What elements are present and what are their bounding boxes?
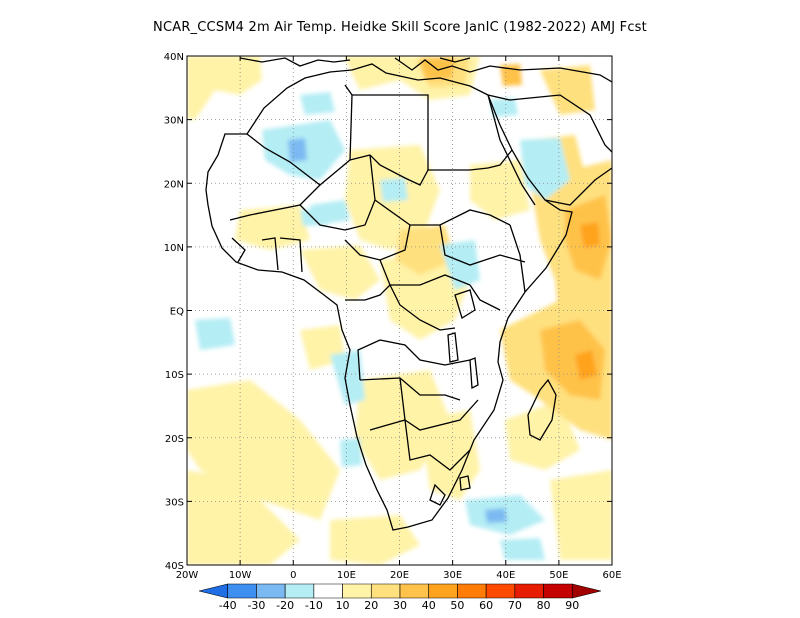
x-tick-label: 10W <box>229 570 252 581</box>
x-tick-label: 40E <box>496 570 515 581</box>
colorbar-level-label: 90 <box>565 599 579 612</box>
y-tick-label: 10N <box>164 243 184 254</box>
colorbar-swatch <box>543 583 573 599</box>
x-tick-label: 30E <box>443 570 462 581</box>
colorbar-swatch <box>313 583 343 599</box>
colorbar-swatch <box>514 583 544 599</box>
colorbar-level-label: -10 <box>305 599 323 612</box>
x-tick-label: 60E <box>602 570 621 581</box>
colorbar-level-label: 30 <box>393 599 407 612</box>
colorbar-swatch <box>485 583 516 599</box>
colorbar-level-label: 20 <box>364 599 378 612</box>
skill-shading <box>187 56 612 565</box>
colorbar-swatch <box>227 583 257 599</box>
y-tick-label: 30N <box>164 116 184 127</box>
y-tick-label: EQ <box>170 307 184 318</box>
x-tick-label: 10E <box>337 570 356 581</box>
coastlines-and-borders <box>205 57 612 531</box>
colorbar-swatch <box>284 583 315 599</box>
x-tick-label: 20W <box>176 570 199 581</box>
colorbar-labels: -40 -30 -20 -10 10 20 30 40 50 60 70 80 90 <box>219 599 580 612</box>
colorbar-swatch <box>198 583 229 599</box>
colorbar-swatch <box>370 583 401 599</box>
colorbar-level-label: 40 <box>422 599 436 612</box>
map-grid <box>187 56 612 565</box>
colorbar-level-label: 80 <box>537 599 551 612</box>
x-tick-label: 20E <box>390 570 409 581</box>
y-axis-labels: 40N 30N 20N 10N EQ 10S 20S 30S 40S <box>164 52 184 572</box>
x-tick-label: 0 <box>290 570 296 581</box>
chart-title: NCAR_CCSM4 2m Air Temp. Heidke Skill Sco… <box>153 20 647 35</box>
colorbar-swatch <box>256 583 286 599</box>
x-axis-labels: 20W 10W 0 10E 20E 30E 40E 50E 60E <box>176 570 622 581</box>
colorbar-swatch <box>399 583 430 599</box>
y-tick-label: 40S <box>165 561 184 572</box>
colorbar <box>198 583 602 599</box>
y-tick-label: 20N <box>164 179 184 190</box>
colorbar-swatch <box>428 583 458 599</box>
colorbar-level-label: -30 <box>247 599 265 612</box>
colorbar-level-label: 60 <box>479 599 493 612</box>
colorbar-level-label: -20 <box>276 599 294 612</box>
colorbar-level-label: 70 <box>508 599 522 612</box>
colorbar-level-label: 10 <box>336 599 350 612</box>
y-tick-label: 20S <box>165 434 184 445</box>
colorbar-level-label: 50 <box>450 599 464 612</box>
axis-ticks <box>186 55 613 566</box>
x-tick-label: 50E <box>549 570 568 581</box>
colorbar-swatch <box>342 583 372 599</box>
colorbar-swatch <box>457 583 487 599</box>
y-tick-label: 40N <box>164 52 184 63</box>
y-tick-label: 10S <box>165 370 184 381</box>
y-tick-label: 30S <box>165 497 184 508</box>
colorbar-level-label: -40 <box>219 599 237 612</box>
colorbar-swatch <box>571 583 602 599</box>
